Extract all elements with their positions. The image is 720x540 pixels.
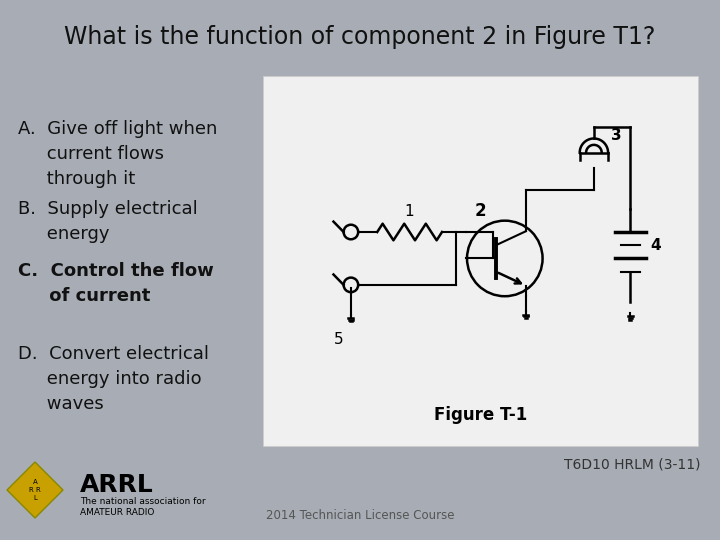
FancyBboxPatch shape bbox=[263, 76, 698, 446]
Polygon shape bbox=[7, 462, 63, 518]
Text: T6D10 HRLM (3-11): T6D10 HRLM (3-11) bbox=[564, 458, 700, 472]
Text: L: L bbox=[33, 495, 37, 501]
Text: A.  Give off light when
     current flows
     through it: A. Give off light when current flows thr… bbox=[18, 120, 217, 188]
Text: The national association for
AMATEUR RADIO: The national association for AMATEUR RAD… bbox=[80, 497, 206, 517]
Text: 1: 1 bbox=[405, 204, 415, 219]
Text: 5: 5 bbox=[334, 332, 343, 347]
Text: D.  Convert electrical
     energy into radio
     waves: D. Convert electrical energy into radio … bbox=[18, 345, 209, 413]
Text: What is the function of component 2 in Figure T1?: What is the function of component 2 in F… bbox=[64, 25, 656, 49]
Text: A: A bbox=[32, 479, 37, 485]
Text: C.  Control the flow
     of current: C. Control the flow of current bbox=[18, 262, 214, 305]
Text: 2: 2 bbox=[474, 202, 486, 220]
Text: B.  Supply electrical
     energy: B. Supply electrical energy bbox=[18, 200, 198, 243]
Text: Figure T-1: Figure T-1 bbox=[434, 406, 527, 424]
Text: ARRL: ARRL bbox=[80, 473, 154, 497]
Text: 4: 4 bbox=[650, 238, 661, 253]
Text: 3: 3 bbox=[611, 128, 621, 143]
Text: 2014 Technician License Course: 2014 Technician License Course bbox=[266, 509, 454, 522]
Text: R R: R R bbox=[29, 487, 41, 493]
